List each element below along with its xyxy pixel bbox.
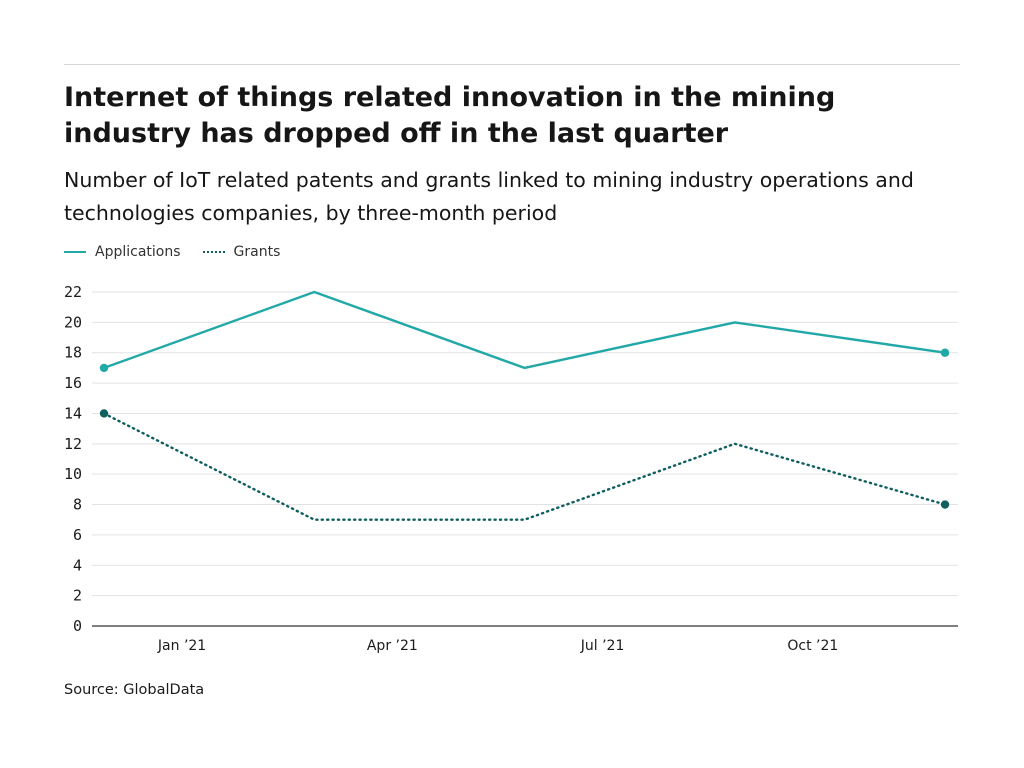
y-tick-label-4: 4 <box>73 556 82 574</box>
y-tick-label-0: 0 <box>73 617 82 635</box>
y-tick-label-8: 8 <box>73 496 82 514</box>
x-tick-label-2: Jul ’21 <box>580 638 625 654</box>
y-tick-label-2: 2 <box>73 587 82 605</box>
y-tick-label-12: 12 <box>64 435 82 453</box>
y-tick-label-18: 18 <box>64 344 82 362</box>
chart-title: Internet of things related innovation in… <box>64 82 836 149</box>
series-marker-applications-4 <box>940 348 950 357</box>
top-rule <box>64 64 960 65</box>
series-line-grants <box>102 412 947 521</box>
x-tick-label-1: Apr ’21 <box>367 638 418 654</box>
y-tick-label-14: 14 <box>64 404 82 422</box>
x-tick-label-3: Oct ’21 <box>787 638 838 654</box>
series-line-applications <box>102 290 947 370</box>
y-tick-label-22: 22 <box>64 283 82 301</box>
series-marker-grants-0 <box>99 409 109 418</box>
chart-subtitle: Number of IoT related patents and grants… <box>64 168 914 225</box>
legend-label-grants: Grants <box>233 244 281 260</box>
x-tick-label-0: Jan ’21 <box>157 638 206 654</box>
legend-swatch-grants <box>202 251 225 253</box>
legend: Applications Grants <box>64 242 302 262</box>
legend-item-applications: Applications <box>64 244 181 260</box>
series-marker-applications-0 <box>99 363 109 373</box>
y-tick-label-10: 10 <box>64 465 82 483</box>
y-tick-label-6: 6 <box>73 526 82 544</box>
legend-swatch-applications <box>64 251 86 253</box>
legend-label-applications: Applications <box>95 244 181 260</box>
legend-item-grants: Grants <box>202 244 281 260</box>
series-marker-grants-4 <box>940 500 950 509</box>
source-note: Source: GlobalData <box>64 682 205 698</box>
y-tick-label-20: 20 <box>64 313 82 331</box>
y-tick-label-16: 16 <box>64 374 82 392</box>
